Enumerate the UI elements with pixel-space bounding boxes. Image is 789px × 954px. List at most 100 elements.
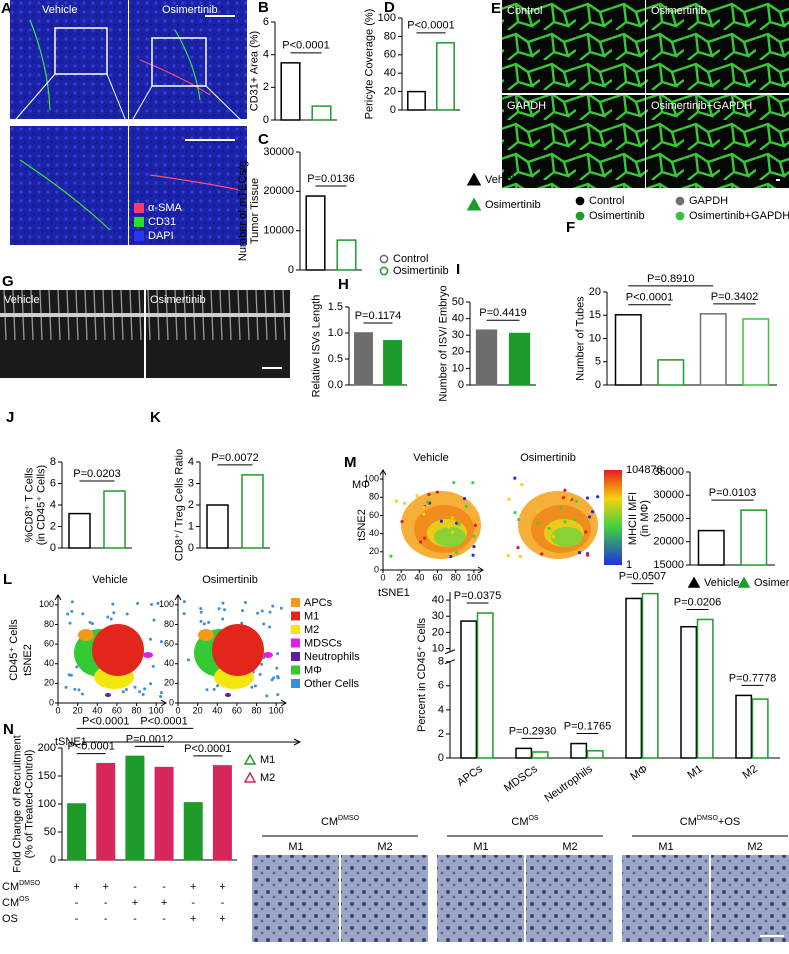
bar [280, 62, 301, 121]
cell [136, 601, 140, 605]
cell [151, 664, 155, 668]
cell [199, 619, 203, 623]
cell [149, 682, 153, 686]
group-label-sup: OS [528, 815, 538, 822]
micrograph [711, 855, 789, 942]
y-tick-label: 40 [432, 594, 444, 606]
p-value: P=0.0136 [307, 173, 354, 185]
p-value: P=0.0203 [73, 468, 120, 480]
legend-marker [737, 576, 751, 588]
bar [735, 694, 753, 759]
legend-label: Vehicle [704, 577, 739, 589]
row-label: OS [2, 913, 18, 925]
x-tick-label: 40 [212, 705, 222, 715]
cell [124, 688, 128, 692]
bar [570, 742, 588, 759]
cell [73, 687, 77, 691]
x-tick-label: 60 [232, 705, 242, 715]
bar [125, 755, 145, 861]
legend-marker [675, 196, 685, 206]
legend-marker [243, 771, 257, 783]
bar [625, 597, 643, 759]
x-tick-label: 60 [433, 572, 443, 582]
cell [517, 517, 521, 522]
y-tick-label: 8 [438, 656, 444, 668]
vessel [174, 29, 201, 101]
axis-label: CD45⁺ Cells [8, 619, 20, 681]
legend-swatch [291, 625, 300, 634]
cell [439, 519, 444, 523]
legend-marker [575, 196, 585, 206]
cluster [198, 629, 214, 641]
axis-arrow [383, 566, 484, 574]
cell [80, 692, 84, 696]
y-tick-label: 2 [188, 499, 194, 511]
cell [423, 536, 427, 540]
y-tick-label: 30000 [263, 146, 294, 158]
micrograph [146, 290, 290, 378]
legend-swatch [291, 665, 300, 675]
cell [452, 480, 456, 485]
x-tick-label: 60 [112, 705, 122, 715]
cell [279, 606, 283, 610]
micrograph [622, 855, 709, 942]
cell [121, 690, 125, 694]
micrograph [502, 0, 645, 93]
colorbar-label: 1 [626, 559, 632, 571]
y-tick-label: 40 [384, 67, 396, 79]
legend-marker [379, 266, 389, 276]
zoom-box [151, 37, 207, 87]
y-tick-label: 100 [38, 798, 56, 810]
y-tick-label: 150 [38, 770, 56, 782]
legend-label: APCs [304, 597, 333, 609]
p-value: P<0.0001 [407, 20, 454, 32]
cell [111, 602, 115, 606]
x-tick-label: 20 [396, 572, 406, 582]
cell [221, 601, 225, 605]
vessel [139, 59, 211, 96]
row-mark: - [133, 881, 137, 893]
column-label: Vehicle [42, 4, 77, 16]
y-tick-label: 60 [164, 638, 174, 648]
panel-letter: N [3, 721, 14, 738]
micrograph [341, 855, 428, 942]
y-axis-label: Tumor Tissue [249, 178, 261, 244]
y-tick-label: 50 [452, 296, 464, 308]
cell [143, 687, 147, 691]
cell [585, 496, 589, 500]
cell [513, 510, 517, 515]
row-mark: - [75, 913, 79, 925]
y-tick-label: 80 [44, 619, 54, 629]
zoom-line [106, 73, 129, 127]
cell [221, 617, 225, 621]
cell [133, 685, 137, 689]
zoom-line [128, 85, 153, 127]
cluster [225, 693, 231, 697]
p-value: P=0.0072 [211, 452, 258, 464]
cell [148, 637, 152, 641]
vessel [149, 174, 241, 191]
y-tick-label: 30 [432, 610, 444, 622]
cell [256, 611, 260, 615]
y-axis-label: %CD8⁺ T Cells [24, 467, 36, 542]
cell [159, 640, 163, 644]
bar [241, 474, 264, 549]
group-label-base: CM [321, 816, 338, 828]
row-label-base: CM [2, 897, 19, 909]
legend-label: DAPI [148, 230, 174, 242]
y-tick-label: 6 [263, 16, 269, 28]
legend-label: GAPDH [689, 195, 728, 207]
group-label-base: CM [680, 816, 697, 828]
y-tick-label: 4 [50, 499, 56, 511]
x-tick-label: 0 [175, 705, 180, 715]
row-label-base: OS [2, 913, 18, 925]
bar [680, 625, 698, 759]
y-tick-label: 0 [188, 542, 194, 554]
p-value: P=0.7778 [729, 672, 776, 684]
y-axis-label: Relative ISVs Length [310, 295, 322, 398]
micrograph [526, 855, 613, 942]
cell [422, 505, 426, 509]
legend-label: M2 [304, 624, 319, 636]
zoom-box [54, 27, 108, 75]
plot-title: Osimertinib [202, 574, 258, 586]
